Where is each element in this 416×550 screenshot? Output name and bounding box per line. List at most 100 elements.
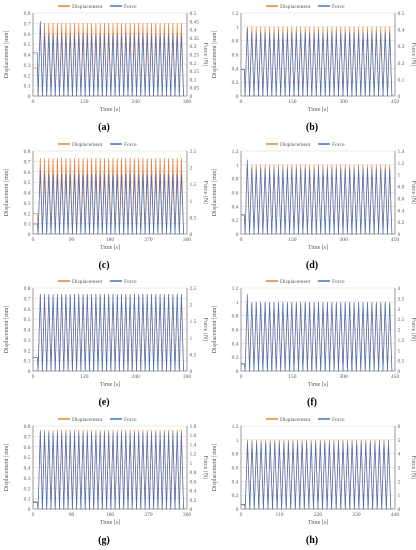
- y-tick-label: 0.1: [24, 84, 31, 90]
- y-tick-label: 0.8: [24, 149, 31, 155]
- y-axis-label: Displacement [mm]: [212, 306, 218, 354]
- series-line-force: [241, 159, 393, 234]
- x-tick-label: 450: [391, 99, 400, 105]
- y2-tick-label: 0.5: [190, 11, 197, 17]
- legend: Displacement Force: [266, 4, 345, 10]
- y2-tick-label: 0.3: [190, 44, 197, 50]
- chart-panel: Displacement Force 0 150 300 450 0 0.2 0.4 0.6 0.8…: [208, 138, 416, 276]
- y-tick-label: 0.6: [232, 328, 239, 334]
- y-tick-label: 0.8: [232, 451, 239, 457]
- legend: Displacement Force: [266, 142, 345, 148]
- x-tick-label: 330: [352, 512, 361, 518]
- y2-tick-label: 1.8: [190, 424, 197, 430]
- y2-tick-label: 0.8: [190, 470, 197, 476]
- legend: Displacement Force: [58, 142, 137, 148]
- x-tick-label: 150: [288, 374, 297, 380]
- y2-tick-label: 0.5: [398, 359, 405, 365]
- axis-frame: [240, 288, 396, 372]
- y2-tick-label: 2.5: [190, 286, 197, 292]
- chart-panel: Displacement Force 0 150 300 450 0 0.2 0.4 0.6 0.8…: [208, 275, 416, 413]
- y-tick-label: 0.2: [24, 211, 31, 217]
- y2-tick-label: 2: [190, 165, 193, 171]
- y-tick-label: 0.2: [232, 493, 239, 499]
- y-tick-label: 0.2: [24, 73, 31, 79]
- y2-axis-label: Force [N]: [202, 43, 208, 67]
- y2-tick-label: 0.2: [190, 61, 197, 67]
- y-tick-label: 0.4: [232, 66, 239, 72]
- x-tick-label: 220: [314, 512, 323, 518]
- x-tick-label: 360: [183, 99, 192, 105]
- y-tick-label: 0.3: [24, 63, 31, 69]
- legend-entry: Displacement: [280, 4, 311, 10]
- y-axis-label: Displacement [mm]: [4, 168, 10, 216]
- panel-label: (h): [305, 534, 319, 546]
- y-tick-label: 0.7: [24, 21, 31, 27]
- y2-tick-label: 0.35: [190, 36, 200, 42]
- y-tick-label: 0.3: [24, 200, 31, 206]
- y-tick-label: 1.2: [232, 424, 239, 430]
- y-tick-label: 0: [28, 94, 31, 100]
- y-tick-label: 0.2: [232, 80, 239, 86]
- y2-tick-label: 0: [398, 507, 401, 513]
- chart-panel: Displacement Force 0 90 180 270 360 0 0.1 0.2 0.3 0…: [0, 138, 208, 276]
- y-tick-label: 0.4: [24, 328, 31, 334]
- y-tick-label: 1: [236, 437, 239, 443]
- x-axis-label: Time [s]: [308, 245, 328, 251]
- y-tick-label: 0.3: [24, 338, 31, 344]
- series-line-force: [241, 293, 393, 372]
- y-tick-label: 0.5: [24, 42, 31, 48]
- series-line-force: [241, 441, 392, 509]
- x-tick-label: 150: [288, 99, 297, 105]
- y-tick-label: 0: [236, 507, 239, 513]
- y2-tick-label: 0: [190, 94, 193, 100]
- y-tick-label: 0.7: [24, 296, 31, 302]
- x-tick-label: 360: [183, 237, 192, 243]
- x-tick-label: 300: [340, 374, 349, 380]
- legend-entry: Displacement: [72, 142, 103, 148]
- x-axis-label: Time [s]: [100, 107, 120, 113]
- legend-entry: Displacement: [280, 279, 311, 285]
- legend-entry: Force: [332, 142, 345, 148]
- legend-entry: Force: [332, 4, 345, 10]
- y2-tick-label: 0.4: [398, 208, 405, 214]
- series-line-force: [33, 294, 184, 372]
- y2-axis-label: Force [N]: [202, 318, 208, 342]
- y-tick-label: 0.6: [232, 53, 239, 59]
- y-tick-label: 0.4: [232, 341, 239, 347]
- axis-frame: [240, 150, 396, 234]
- axis-frame: [32, 288, 188, 372]
- legend-entry: Force: [124, 142, 137, 148]
- y-tick-label: 0.8: [24, 11, 31, 17]
- y2-axis-label: Force [N]: [410, 318, 416, 342]
- y-tick-label: 0.2: [24, 486, 31, 492]
- y2-tick-label: 0.5: [398, 11, 405, 17]
- y-tick-label: 1: [236, 300, 239, 306]
- y-tick-label: 0.5: [24, 317, 31, 323]
- x-tick-label: 450: [391, 237, 400, 243]
- legend-entry: Force: [124, 4, 137, 10]
- y-axis-label: Displacement [mm]: [212, 168, 218, 216]
- y2-tick-label: 0.15: [190, 69, 200, 75]
- y-tick-label: 1: [236, 162, 239, 168]
- y2-tick-label: 6: [398, 424, 401, 430]
- y-tick-label: 1: [236, 25, 239, 31]
- y2-tick-label: 1.5: [190, 319, 197, 325]
- y-tick-label: 0.2: [232, 218, 239, 224]
- y-tick-label: 0.6: [24, 307, 31, 313]
- y2-tick-label: 1.5: [190, 182, 197, 188]
- y2-tick-label: 0.45: [190, 19, 200, 25]
- y2-tick-label: 1: [190, 198, 193, 204]
- y2-tick-label: 1: [398, 348, 401, 354]
- x-tick-label: 360: [183, 512, 192, 518]
- y-tick-label: 0.6: [232, 465, 239, 471]
- x-tick-label: 240: [132, 99, 141, 105]
- panel-label: (e): [98, 397, 110, 408]
- chart-panel: Displacement Force 0 110 220 330 440 0 0.2 0.4 0.6…: [208, 413, 416, 550]
- x-tick-label: 0: [32, 374, 35, 380]
- y-tick-label: 0.5: [24, 455, 31, 461]
- x-axis-label: Time [s]: [308, 520, 328, 526]
- y2-tick-label: 2.5: [398, 317, 405, 323]
- y-tick-label: 0.1: [24, 359, 31, 365]
